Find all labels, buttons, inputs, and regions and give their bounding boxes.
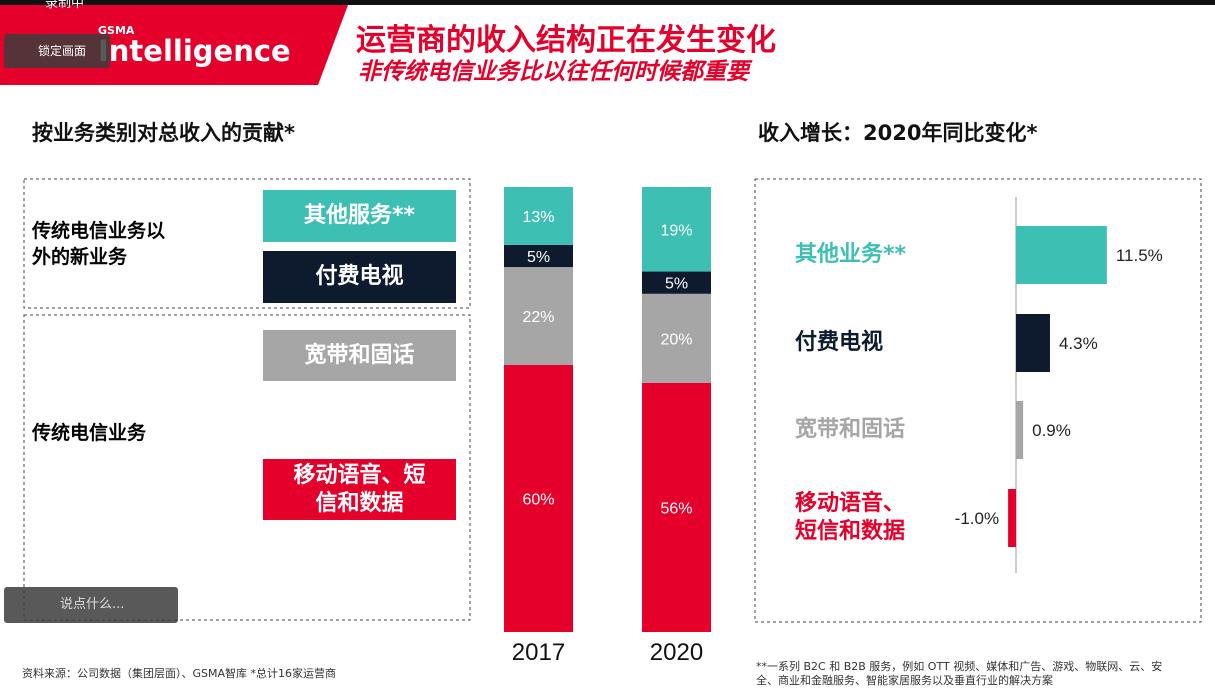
- bar-segment: [642, 293, 711, 383]
- value-label: -1.0%: [955, 509, 999, 528]
- bar-segment: [504, 365, 573, 632]
- value-label: 22%: [522, 309, 554, 326]
- bar-segment: [642, 382, 711, 632]
- bar-segment: [504, 187, 573, 245]
- footnote: **一系列 B2C 和 B2B 服务，例如 OTT 视频、媒体和广告、游戏、物联…: [756, 660, 1163, 687]
- category-label: 付费电视: [795, 330, 884, 355]
- value-label: 19%: [660, 222, 692, 239]
- value-label: 0.9%: [1032, 421, 1071, 440]
- recording-label: 录制中: [45, 0, 85, 11]
- value-label: 56%: [660, 500, 692, 517]
- bar: [1016, 226, 1107, 284]
- value-label: 11.5%: [1116, 246, 1163, 265]
- bar: [1016, 314, 1050, 372]
- subtitle: 非传统电信业务比以往任何时候都重要: [358, 59, 749, 85]
- group-box: [23, 314, 471, 621]
- chart-title: 收入增长：2020年同比变化*: [758, 121, 1038, 145]
- category-label: 宽带和固话: [795, 417, 906, 442]
- group-label: 传统电信业务以外的新业务: [32, 220, 166, 268]
- source: 资料来源：公司数据（集团层面）、GSMA智库 *总计16家运营商: [22, 667, 337, 680]
- logo: Intelligence: [98, 34, 291, 68]
- legend-entry: 付费电视: [263, 251, 456, 303]
- value-label: 13%: [522, 209, 554, 226]
- chart-title: 按业务类别对总收入的贡献*: [32, 121, 295, 145]
- category-label: 其他业务**: [795, 242, 907, 267]
- lock-screen-text: 锁定画面: [38, 44, 87, 58]
- comment-bar[interactable]: 说点什么...: [4, 587, 178, 623]
- bar-segment: [642, 271, 711, 294]
- x-tick-label: 2020: [650, 639, 703, 666]
- group-label: 传统电信业务: [32, 422, 147, 444]
- bar: [1016, 401, 1024, 459]
- top-bar: [0, 0, 1215, 5]
- legend-entry: 移动语音、短信和数据: [263, 459, 456, 520]
- logo-small: GSMA: [98, 24, 135, 37]
- bar-segment: [642, 187, 711, 272]
- comment-placeholder: 说点什么...: [60, 597, 125, 612]
- bar: [1008, 489, 1016, 547]
- x-tick-label: 2017: [512, 639, 565, 666]
- bar-segment: [504, 267, 573, 365]
- legend-entry: 宽带和固话: [263, 330, 456, 381]
- value-label: 5%: [527, 249, 550, 266]
- chart-box: [754, 178, 1202, 623]
- value-label: 4.3%: [1059, 334, 1098, 353]
- value-label: 5%: [665, 276, 688, 293]
- title: 运营商的收入结构正在发生变化: [356, 23, 776, 58]
- value-label: 60%: [522, 492, 554, 509]
- bar-segment: [504, 244, 573, 268]
- lock-screen-button[interactable]: 锁定画面: [4, 34, 110, 68]
- legend-entry: 其他服务**: [263, 190, 456, 242]
- group-box: [23, 178, 471, 309]
- value-label: 20%: [660, 331, 692, 348]
- category-label: 移动语音、短信和数据: [795, 491, 906, 544]
